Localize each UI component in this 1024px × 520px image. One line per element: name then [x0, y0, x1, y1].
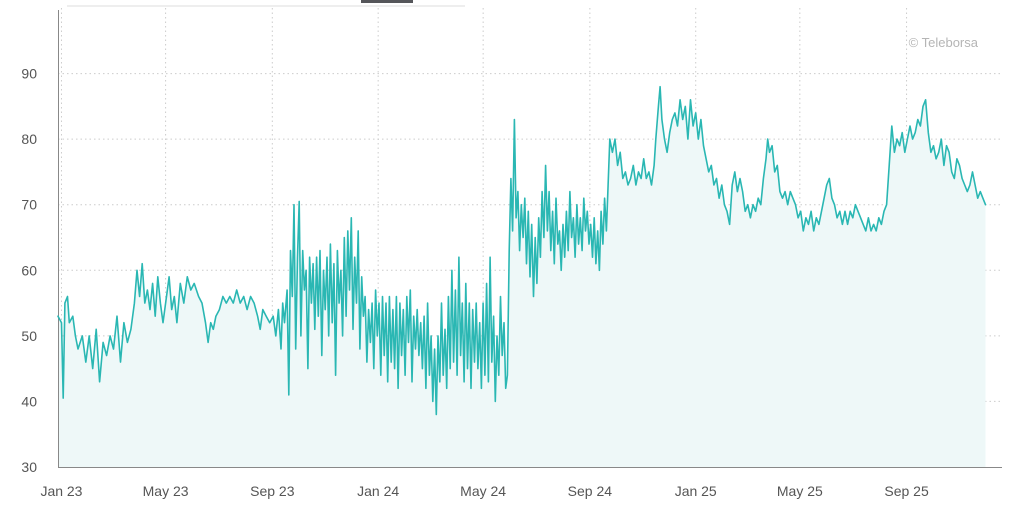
axes [58, 10, 1002, 468]
series-line [57, 85, 987, 416]
y-tick-label: 50 [21, 328, 37, 344]
x-tick-label: May 23 [143, 483, 189, 499]
x-tick-label: Jan 24 [357, 483, 399, 499]
x-tick-label: Sep 23 [250, 483, 295, 499]
y-tick-label: 80 [21, 131, 37, 147]
x-tick-label: Sep 25 [884, 483, 929, 499]
y-tick-label: 90 [21, 66, 37, 82]
series-lines [57, 85, 987, 416]
watermark: © Teleborsa [909, 35, 979, 50]
x-tick-label: May 25 [777, 483, 823, 499]
y-tick-labels: 30 40 50 60 70 80 90 [21, 66, 37, 475]
y-tick-label: 40 [21, 393, 37, 409]
y-tick-label: 70 [21, 197, 37, 213]
x-tick-label: Sep 24 [568, 483, 613, 499]
x-tick-label: May 24 [460, 483, 506, 499]
area-fill [58, 86, 986, 467]
tab-indicator[interactable] [361, 0, 413, 3]
x-tick-label: Jan 23 [40, 483, 82, 499]
y-tick-label: 30 [21, 459, 37, 475]
x-tick-label: Jan 25 [675, 483, 717, 499]
series-area [58, 86, 986, 467]
x-tick-labels: Jan 23 May 23 Sep 23 Jan 24 May 24 Sep 24 Jan … [40, 483, 929, 499]
y-tick-label: 60 [21, 262, 37, 278]
